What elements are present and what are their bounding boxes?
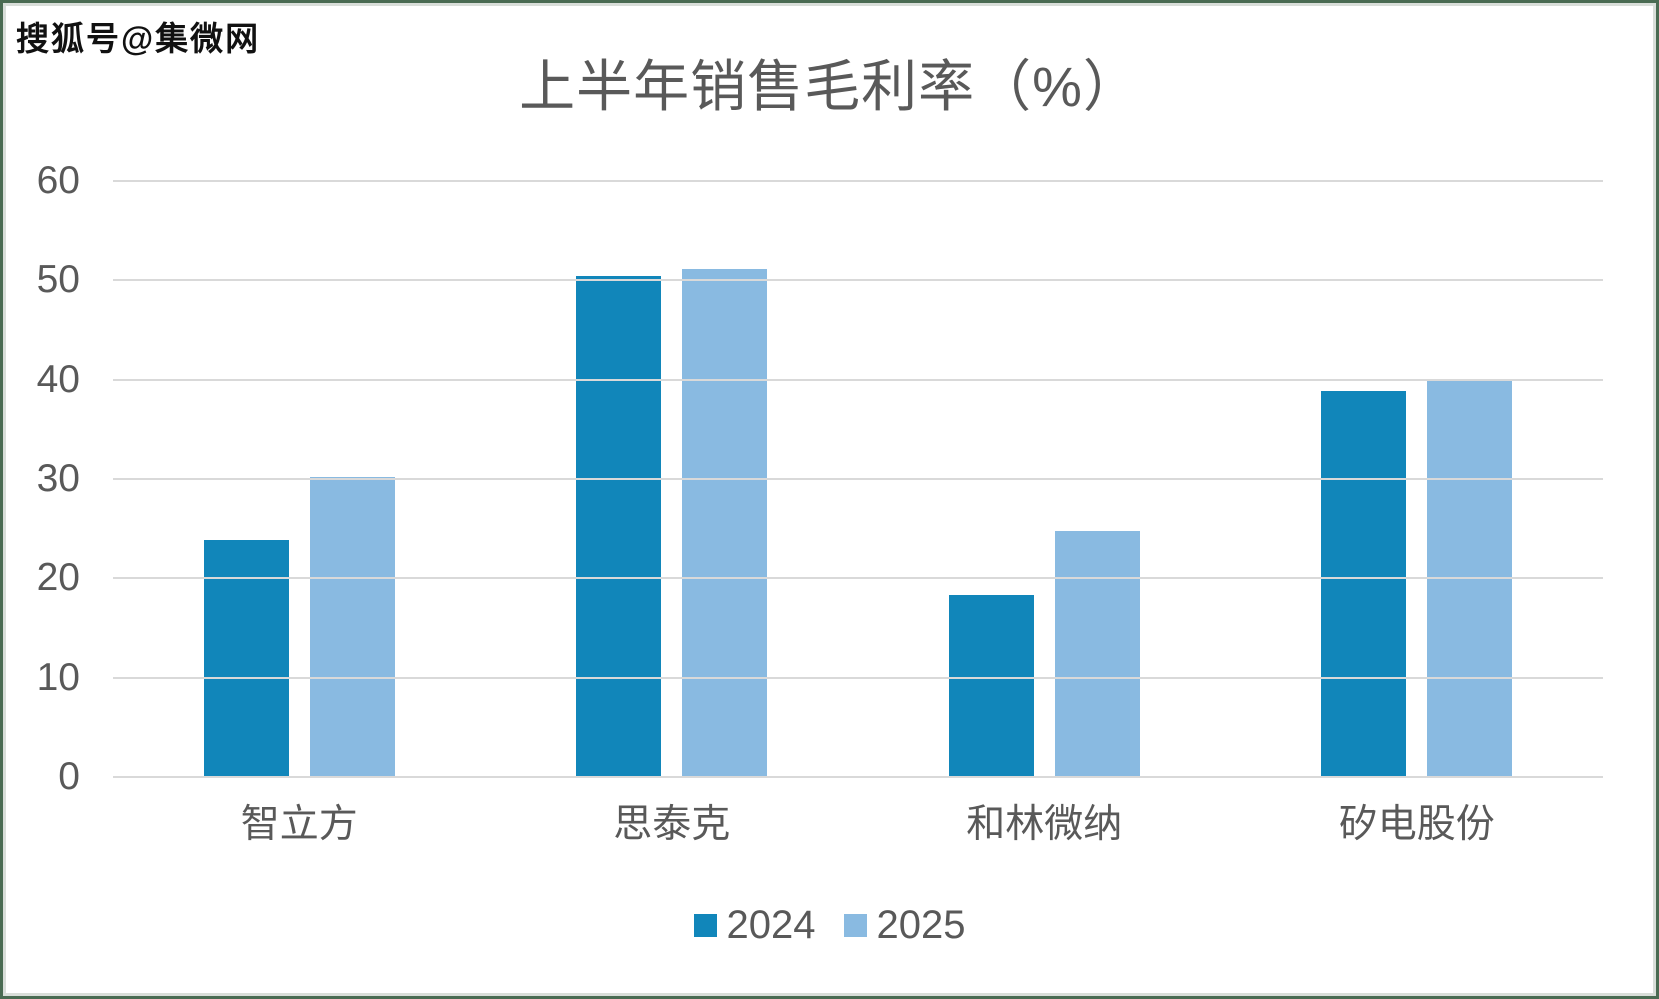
bar-group-思泰克 [486, 181, 859, 777]
bar-groups [113, 181, 1603, 777]
y-axis-tick-label: 30 [36, 457, 80, 500]
legend-swatch-2025 [843, 914, 867, 937]
bar-智立方-2024 [203, 539, 289, 777]
y-axis-tick-label: 40 [36, 357, 80, 401]
bar-和林微纳-2025 [1054, 530, 1140, 777]
legend-label-2024: 2024 [726, 903, 816, 947]
gridline-y-60 [113, 180, 1603, 182]
bar-思泰克-2024 [576, 276, 662, 777]
y-axis-tick-label: 0 [58, 755, 80, 798]
gridline-y-30 [113, 478, 1603, 480]
bar-思泰克-2025 [682, 269, 768, 777]
y-axis-tick-label: 10 [36, 655, 80, 699]
gridline-y-0 [113, 776, 1603, 778]
gridline-y-40 [113, 378, 1603, 381]
chart-title: 上半年销售毛利率（%） [519, 55, 1140, 118]
x-axis-label-矽电股份: 矽电股份 [1338, 803, 1495, 846]
legend: 2024 2025 [0, 903, 1659, 948]
legend-item-2024: 2024 [693, 903, 816, 948]
y-axis-tick-label: 60 [36, 159, 80, 202]
bar-智立方-2025 [309, 477, 395, 777]
y-axis-tick-label: 20 [36, 556, 80, 600]
bar-和林微纳-2024 [948, 595, 1034, 777]
x-axis-label-和林微纳: 和林微纳 [966, 803, 1123, 846]
x-axis-label-思泰克: 思泰克 [613, 803, 731, 846]
legend-item-2025: 2025 [843, 903, 966, 948]
gridline-y-50 [113, 279, 1603, 282]
bar-group-和林微纳 [858, 181, 1231, 777]
plot-area [113, 180, 1603, 778]
y-axis-tick-label: 50 [36, 258, 80, 302]
x-axis-labels: 智立方 思泰克 和林微纳 矽电股份 [113, 793, 1603, 849]
gridline-y-20 [113, 577, 1603, 580]
bar-矽电股份-2024 [1321, 390, 1407, 777]
legend-swatch-2024 [693, 914, 717, 937]
watermark: 搜狐号@集微网 [16, 20, 261, 57]
legend-label-2025: 2025 [876, 903, 966, 947]
gridline-y-10 [113, 676, 1603, 679]
x-axis-label-智立方: 智立方 [240, 803, 358, 846]
